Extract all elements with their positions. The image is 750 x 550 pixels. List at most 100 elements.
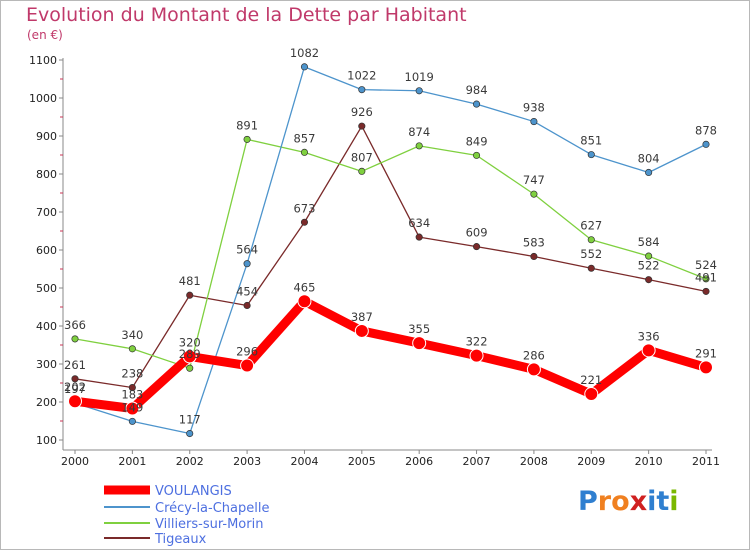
series-voulangis xyxy=(68,294,713,416)
data-point xyxy=(702,287,710,295)
logo-letter: o xyxy=(611,486,630,517)
x-tick-label: 2003 xyxy=(233,455,261,468)
data-labels-voulangis: 202 183 320 296 465 387 355 322 286 221 336 291 xyxy=(64,280,717,401)
data-point xyxy=(415,142,423,150)
legend-label: Villiers-sur-Morin xyxy=(155,517,263,532)
data-label: 634 xyxy=(408,216,430,230)
axes: 100 200 300 400 500 600 700 800 900 1000 1100 2000 2… xyxy=(29,54,720,468)
data-label: 627 xyxy=(580,219,602,233)
data-point xyxy=(469,348,484,363)
x-tick-label: 2011 xyxy=(692,455,720,468)
data-label: 202 xyxy=(64,380,86,394)
data-point xyxy=(71,375,79,383)
y-tick-label: 400 xyxy=(36,320,57,333)
data-label: 454 xyxy=(236,284,258,298)
x-tick-label: 2004 xyxy=(290,455,318,468)
data-point xyxy=(587,264,595,272)
series-tigeaux xyxy=(71,122,710,392)
data-label: 355 xyxy=(408,322,430,336)
data-label: 238 xyxy=(121,367,143,381)
data-label: 291 xyxy=(695,346,717,360)
series-line xyxy=(74,66,707,435)
data-point xyxy=(641,343,656,358)
legend-item: VOULANGIS xyxy=(104,484,232,499)
data-point xyxy=(243,301,251,310)
data-point xyxy=(587,236,595,244)
data-point xyxy=(645,252,653,260)
data-point xyxy=(526,362,541,377)
data-point xyxy=(415,87,423,95)
legend: VOULANGIS Crécy-la-ChapelleVilliers-sur-M… xyxy=(104,484,269,547)
y-tick-label: 600 xyxy=(36,244,57,257)
data-label: 747 xyxy=(523,173,545,187)
data-label: 804 xyxy=(638,151,660,165)
data-point xyxy=(702,275,710,283)
logo-letter: i xyxy=(647,486,657,517)
x-tick-label: 2006 xyxy=(405,455,433,468)
data-point xyxy=(472,243,481,251)
data-point xyxy=(354,323,369,338)
series-line xyxy=(74,125,707,389)
y-tick-label: 800 xyxy=(36,168,57,181)
data-label: 387 xyxy=(351,310,373,324)
data-point xyxy=(68,394,82,409)
series-cr-cy-la-chapelle xyxy=(71,63,710,438)
data-label: 336 xyxy=(638,329,660,343)
data-label: 465 xyxy=(293,280,315,294)
data-label: 926 xyxy=(351,105,373,119)
data-label: 878 xyxy=(695,123,717,137)
data-point xyxy=(186,291,194,299)
data-label: 183 xyxy=(121,387,143,401)
data-point xyxy=(128,384,136,392)
data-point xyxy=(645,168,653,177)
data-point xyxy=(240,358,255,373)
data-point xyxy=(186,364,194,372)
data-point xyxy=(300,63,309,71)
data-label: 673 xyxy=(293,201,315,215)
data-label: 481 xyxy=(179,274,201,288)
logo-letter: x xyxy=(629,486,648,517)
data-label: 491 xyxy=(695,270,717,284)
y-tick-label: 500 xyxy=(36,282,57,295)
data-label: 984 xyxy=(466,83,488,97)
data-label: 851 xyxy=(580,134,602,148)
legend-label: Crécy-la-Chapelle xyxy=(155,501,269,516)
x-tick-label: 2007 xyxy=(463,455,491,468)
y-tick-label: 900 xyxy=(36,130,57,143)
data-label: 221 xyxy=(580,373,602,387)
data-label: 197 xyxy=(64,382,86,396)
series-line xyxy=(70,296,711,413)
y-tick-label: 100 xyxy=(36,434,57,447)
legend-label: VOULANGIS xyxy=(155,484,232,499)
data-label: 583 xyxy=(523,235,545,249)
data-point xyxy=(645,276,653,284)
data-label: 322 xyxy=(466,335,488,349)
data-label: 1082 xyxy=(290,46,319,60)
data-point xyxy=(530,252,538,261)
data-point xyxy=(412,336,427,351)
x-tick-label: 2002 xyxy=(176,455,204,468)
data-label: 891 xyxy=(236,118,258,132)
data-point xyxy=(71,335,79,343)
data-label: 366 xyxy=(64,318,86,332)
legend-item: Crécy-la-Chapelle xyxy=(104,501,269,516)
x-tick-label: 2009 xyxy=(577,455,605,468)
data-label: 564 xyxy=(236,243,258,257)
x-tick-label: 2001 xyxy=(118,455,146,468)
data-point xyxy=(128,417,136,425)
data-labels-cr-cy-la-chapelle: 197 149 117 564 1082 1022 1019 984 938 851 804 878 xyxy=(64,46,717,427)
data-point xyxy=(530,190,538,198)
chart-unit: (en €) xyxy=(27,28,63,42)
data-label: 261 xyxy=(64,358,86,372)
data-point xyxy=(472,151,481,159)
data-point xyxy=(358,122,366,130)
data-label: 1022 xyxy=(347,69,376,83)
data-label: 807 xyxy=(351,150,373,164)
data-point xyxy=(415,233,423,241)
data-point xyxy=(358,86,366,94)
data-point xyxy=(243,135,251,143)
data-point xyxy=(243,260,251,268)
y-tick-label: 1100 xyxy=(29,54,57,67)
data-label: 149 xyxy=(121,400,143,414)
